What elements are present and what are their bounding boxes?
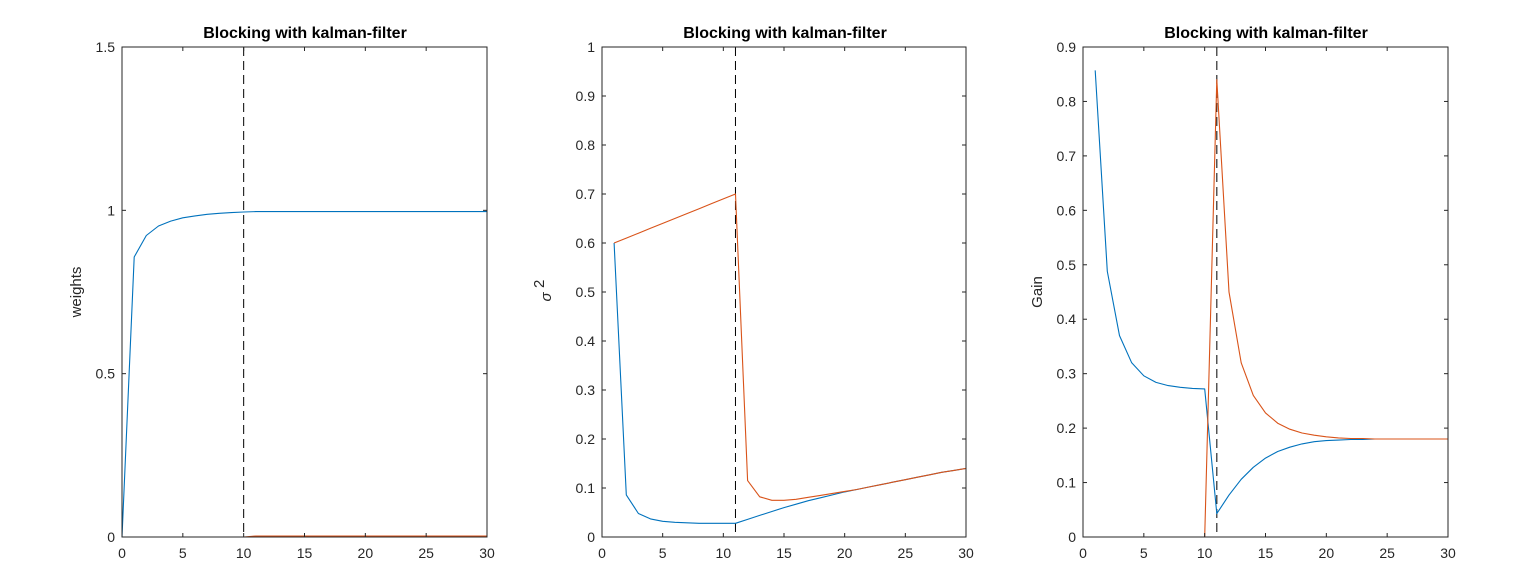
- y-tick-label: 0.4: [576, 333, 596, 349]
- y-tick-label: 0.7: [576, 186, 596, 202]
- y-tick-label: 0.6: [576, 235, 596, 251]
- series-line-1: [121, 211, 487, 538]
- chart-title: Blocking with kalman-filter: [203, 25, 407, 42]
- y-tick-label: 1: [107, 202, 115, 218]
- x-tick-label: 5: [1140, 545, 1148, 561]
- x-tick-label: 5: [179, 545, 187, 561]
- x-tick-label: 5: [659, 545, 667, 561]
- x-tick-label: 0: [598, 545, 606, 561]
- y-tick-label: 0.2: [576, 431, 596, 447]
- axes-gain: Blocking with kalman-filter Gain 0 5 10 15 2…: [1029, 25, 1456, 561]
- y-axis-label-symbol: σ: [538, 292, 555, 302]
- y-axis-label-exponent: 2: [531, 280, 548, 288]
- x-tick-label: 30: [1440, 545, 1456, 561]
- y-axis-label: σ 2: [531, 280, 555, 302]
- chart-title: Blocking with kalman-filter: [1164, 25, 1368, 42]
- y-tick-label: 0.6: [1057, 202, 1077, 218]
- y-tick-label: 0.8: [576, 137, 596, 153]
- y-tick-label: 0.9: [576, 88, 596, 104]
- y-axis-label: weights: [68, 267, 85, 319]
- x-tick-label: 20: [358, 545, 374, 561]
- y-axis-label: Gain: [1029, 276, 1046, 308]
- axes-sigma-squared: Blocking with kalman-filter σ 2 0 5 10 15 20…: [531, 25, 974, 561]
- y-tick-label: 0.1: [576, 480, 596, 496]
- x-tick-label: 10: [1197, 545, 1213, 561]
- x-tick-label: 30: [958, 545, 974, 561]
- x-tick-label: 25: [898, 545, 914, 561]
- y-tick-label: 0.3: [576, 382, 596, 398]
- x-tick-label: 10: [716, 545, 732, 561]
- y-tick-label: 0: [1068, 529, 1076, 545]
- y-tick-label: 0.5: [576, 284, 596, 300]
- y-tick-label: 0.7: [1057, 148, 1077, 164]
- x-tick-label: 0: [118, 545, 126, 561]
- y-tick-label: 0: [587, 529, 595, 545]
- x-tick-label: 25: [1379, 545, 1395, 561]
- y-tick-label: 0.5: [96, 366, 116, 382]
- x-tick-label: 20: [837, 545, 853, 561]
- x-tick-label: 15: [297, 545, 313, 561]
- y-tick-label: 0.9: [1057, 39, 1077, 55]
- y-tick-label: 1.5: [96, 39, 116, 55]
- y-tick-label: 0.4: [1057, 311, 1077, 327]
- x-tick-label: 20: [1319, 545, 1335, 561]
- y-tick-label: 0.5: [1057, 257, 1077, 273]
- x-tick-label: 30: [479, 545, 495, 561]
- x-tick-label: 0: [1079, 545, 1087, 561]
- y-tick-label: 0: [107, 529, 115, 545]
- y-tick-label: 0.1: [1057, 475, 1077, 491]
- x-tick-label: 10: [236, 545, 252, 561]
- chart-title: Blocking with kalman-filter: [683, 25, 887, 42]
- series-line-2: [613, 193, 967, 501]
- axes-weights: Blocking with kalman-filter weights 0 5 10…: [68, 25, 495, 561]
- y-tick-label: 0.8: [1057, 93, 1077, 109]
- x-tick-label: 15: [776, 545, 792, 561]
- y-tick-label: 1: [587, 39, 595, 55]
- y-tick-label: 0.2: [1057, 420, 1077, 436]
- x-tick-label: 25: [418, 545, 434, 561]
- x-tick-label: 15: [1258, 545, 1274, 561]
- y-tick-label: 0.3: [1057, 366, 1077, 382]
